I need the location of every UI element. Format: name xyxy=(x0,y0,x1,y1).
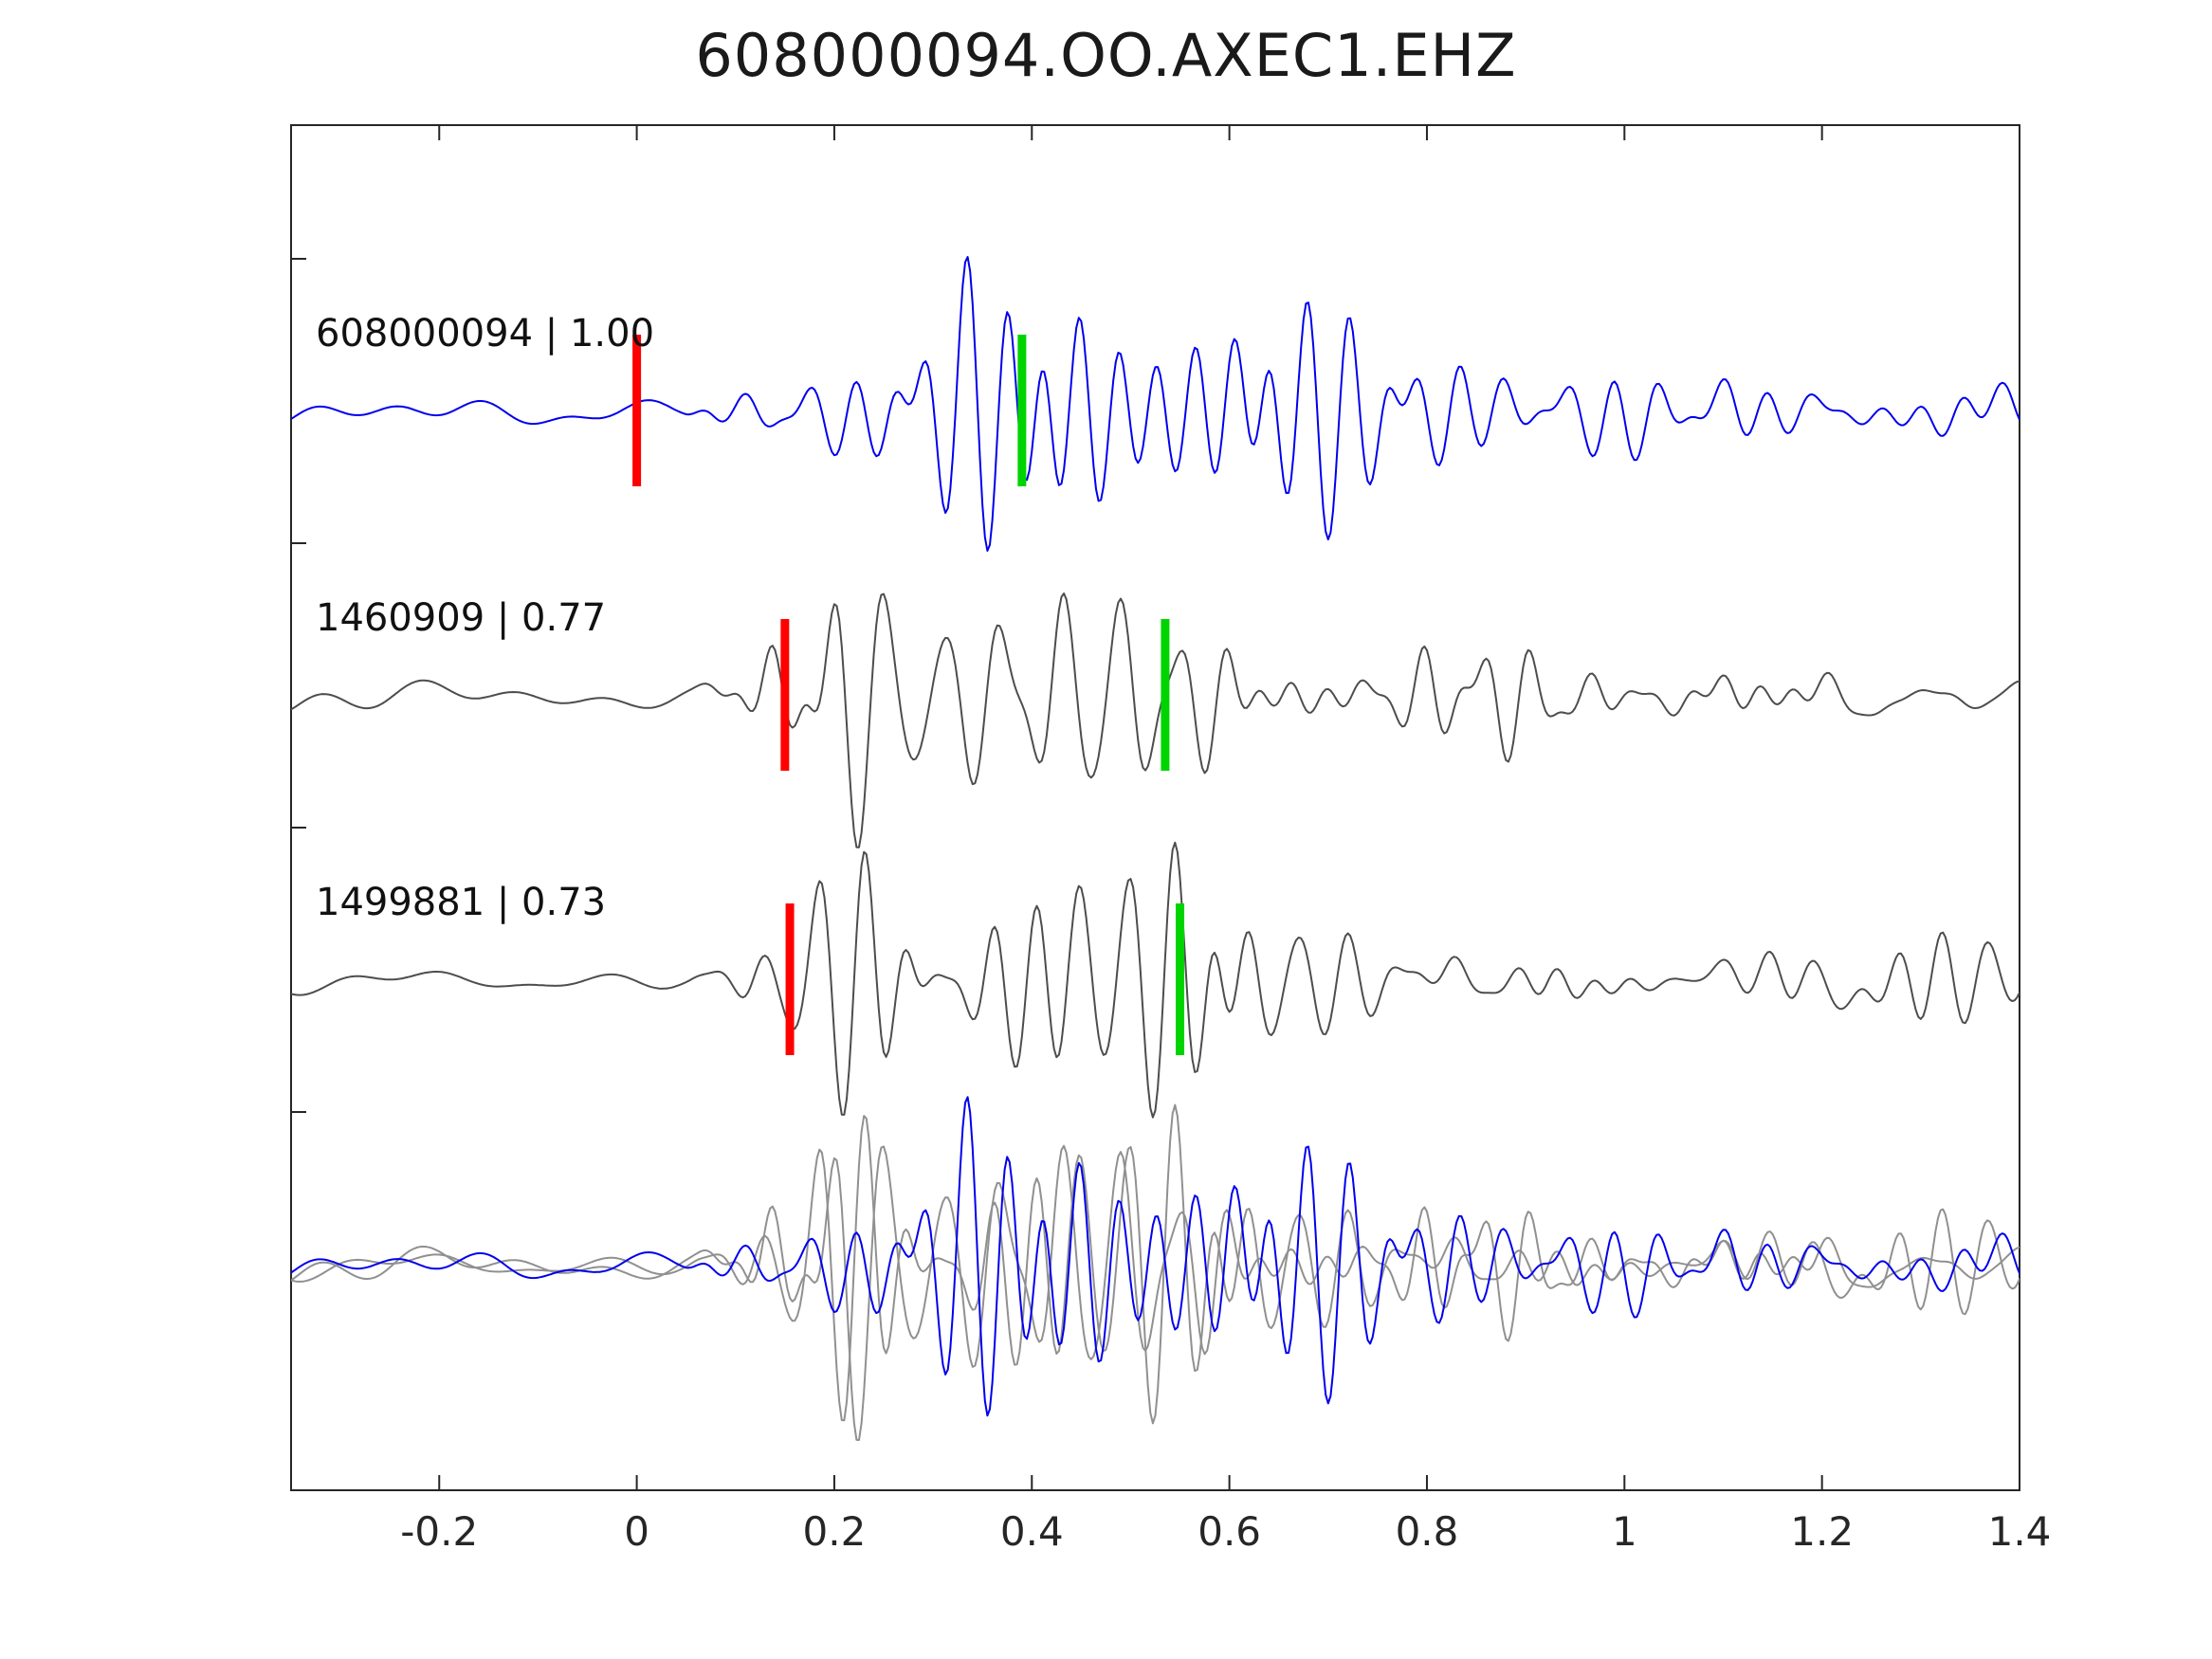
trace-label-608000094: 608000094 | 1.00 xyxy=(316,312,654,356)
pick-marker-green xyxy=(1176,903,1185,1055)
x-tick-label: 0.8 xyxy=(1396,1508,1459,1555)
waveform-trace-1499881 xyxy=(291,841,2020,1119)
overlay-trace-608000094 xyxy=(291,1096,2020,1417)
x-tick-label: 1.2 xyxy=(1790,1508,1854,1555)
overlay-trace-1499881 xyxy=(291,1103,2020,1425)
waveform-trace-1460909 xyxy=(291,592,2020,848)
pick-marker-green xyxy=(1161,619,1170,771)
plot-border xyxy=(290,124,2020,1491)
pick-marker-red xyxy=(780,619,790,771)
trace-label-1460909: 1460909 | 0.77 xyxy=(316,596,606,640)
overlay-trace-1460909 xyxy=(291,1144,2020,1441)
x-tick-label: 0.6 xyxy=(1197,1508,1261,1555)
x-tick-label: 0.4 xyxy=(1000,1508,1064,1555)
chart-title: 608000094.OO.AXEC1.EHZ xyxy=(695,21,1517,90)
x-tick-label: 0.2 xyxy=(803,1508,867,1555)
pick-marker-green xyxy=(1017,335,1027,486)
trace-label-1499881: 1499881 | 0.73 xyxy=(316,881,606,924)
x-tick-label: 1.4 xyxy=(1988,1508,2052,1555)
pick-marker-red xyxy=(632,335,642,486)
traces-group xyxy=(291,256,2020,1441)
pick-marker-red xyxy=(785,903,795,1055)
x-tick-label: -0.2 xyxy=(400,1508,478,1555)
waveform-trace-608000094 xyxy=(291,256,2020,552)
x-tick-label: 1 xyxy=(1612,1508,1637,1555)
x-tick-label: 0 xyxy=(624,1508,649,1555)
